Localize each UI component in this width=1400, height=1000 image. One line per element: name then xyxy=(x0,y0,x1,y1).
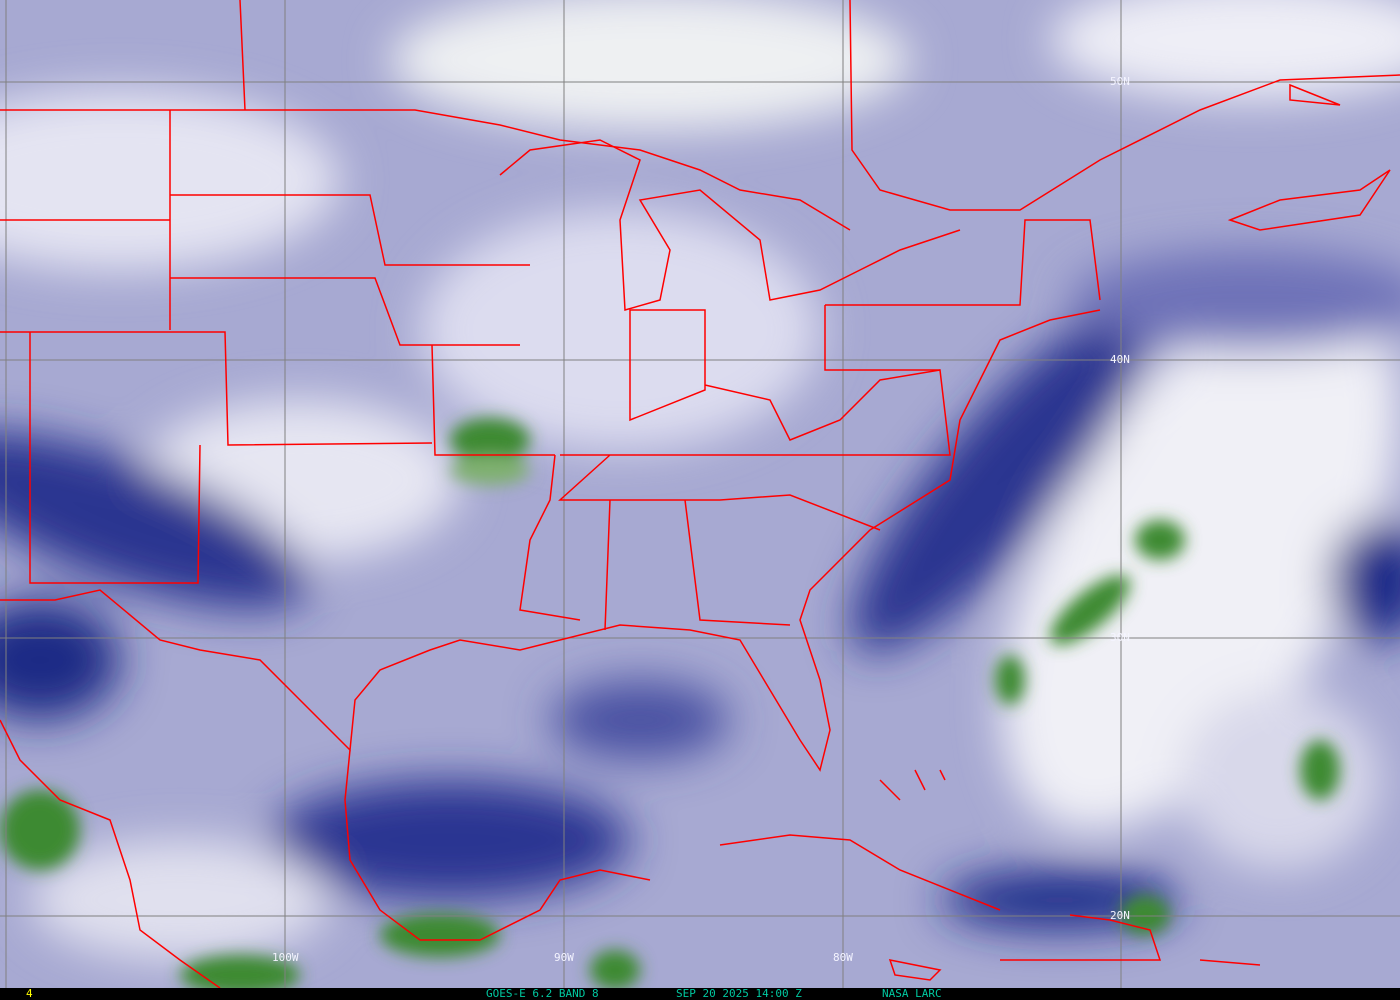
satellite-band: GOES-E 6.2 BAND 8 xyxy=(486,987,599,1000)
lat-label-20n: 20N xyxy=(1110,909,1130,922)
lat-label-40n: 40N xyxy=(1110,353,1130,366)
lon-label-90w: 90W xyxy=(554,951,574,964)
credit: NASA LARC xyxy=(882,987,942,1000)
lat-label-30n: 30N xyxy=(1110,631,1130,644)
moisture-field xyxy=(0,0,1400,960)
lat-label-50n: 50N xyxy=(1110,75,1130,88)
lon-label-80w: 80W xyxy=(833,951,853,964)
timestamp: SEP 20 2025 14:00 Z xyxy=(676,987,802,1000)
footer-bar: 4 GOES-E 6.2 BAND 8 SEP 20 2025 14:00 Z … xyxy=(0,988,1400,1000)
frame-number: 4 xyxy=(26,987,33,1000)
lon-label-100w: 100W xyxy=(272,951,299,964)
